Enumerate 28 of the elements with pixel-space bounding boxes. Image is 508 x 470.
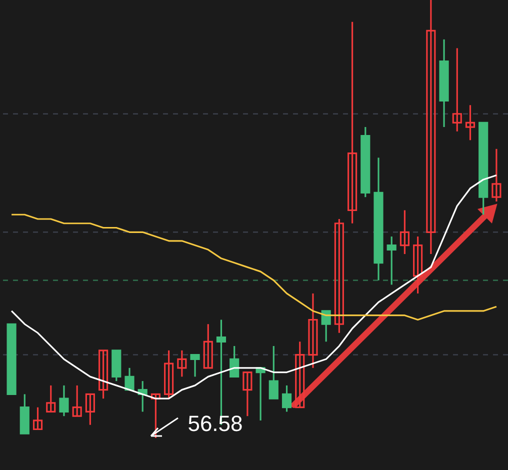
candlestick <box>164 350 174 400</box>
candlestick <box>400 209 410 255</box>
candlestick <box>124 367 134 391</box>
candlestick <box>413 236 423 294</box>
candlestick <box>426 0 436 255</box>
candlestick <box>321 310 331 342</box>
candlestick <box>452 47 462 132</box>
candlestick <box>334 218 344 334</box>
candlestick <box>72 384 82 417</box>
candlestick <box>177 350 187 378</box>
candlestick <box>282 384 292 413</box>
candlestick <box>308 292 318 369</box>
annotation: 56.58 <box>188 411 243 436</box>
candlestick <box>242 372 252 417</box>
candlestick <box>98 350 108 400</box>
candlestick <box>295 340 305 408</box>
candlestick <box>32 406 43 430</box>
candlestick <box>492 148 502 202</box>
candlestick <box>203 323 213 369</box>
candlestick <box>465 104 476 141</box>
candlestick <box>386 236 396 286</box>
candlestick <box>190 354 200 378</box>
candlestick <box>268 345 278 400</box>
candlestick <box>347 21 358 224</box>
candlestick <box>46 384 56 413</box>
candlestick <box>85 393 95 426</box>
candlestick <box>59 384 69 417</box>
candlestick <box>230 345 240 378</box>
